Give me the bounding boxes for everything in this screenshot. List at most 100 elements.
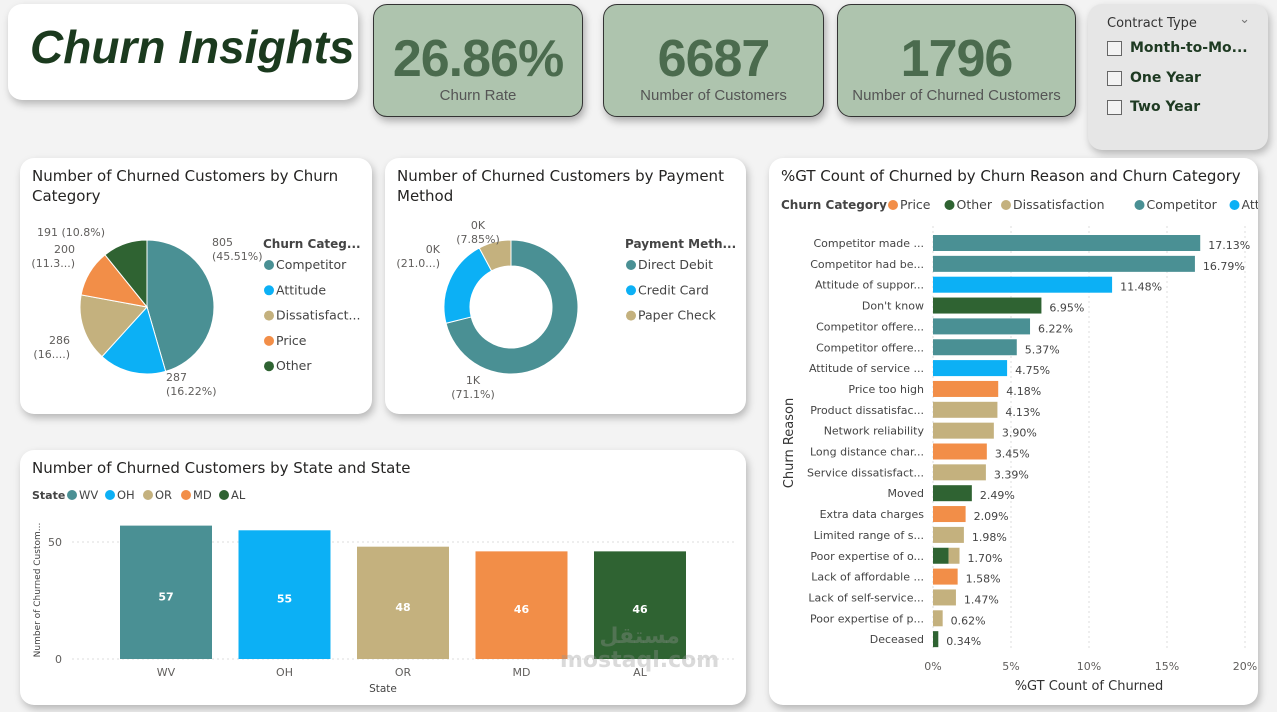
title-card: Churn Insights — [8, 4, 358, 100]
churn-category-pie-card: Number of Churned Customers by Churn Cat… — [20, 158, 372, 414]
bar-segment-attitude — [933, 360, 1008, 377]
bar-segment-attitude — [933, 276, 1113, 293]
y-tick-label: Limited range of s... — [814, 529, 924, 542]
slice-data-label: (16.22%) — [166, 385, 217, 398]
kpi-label: Number of Churned Customers — [852, 87, 1061, 104]
legend-marker-icon — [626, 285, 636, 296]
bar-segment-price — [933, 380, 999, 397]
bar-segment-dissatisfaction — [933, 589, 956, 606]
legend-marker-icon — [888, 200, 898, 210]
slicer-title: Contract Type — [1107, 16, 1197, 31]
bar-segment-competitor — [933, 318, 1031, 335]
y-tick-label: Competitor offere... — [816, 341, 924, 354]
watermark-logo: مستقل mostaql.com — [560, 624, 720, 673]
x-tick-label: 10% — [1077, 660, 1101, 673]
checkbox[interactable] — [1107, 40, 1122, 56]
legend-item: Paper Check — [638, 308, 717, 323]
chart-title: Number of Churned Customers by Payment M… — [397, 167, 724, 205]
pie-slice-paper-check — [478, 239, 512, 272]
bar-data-label: 11.48% — [1120, 281, 1162, 294]
bar-data-label: 6.95% — [1049, 302, 1084, 315]
legend-title: Churn Categ... — [263, 237, 361, 251]
y-tick-label: 50 — [48, 536, 62, 549]
slice-data-label: 805 — [212, 236, 233, 249]
kpi-label: Churn Rate — [439, 87, 517, 104]
bar-segment-price — [933, 506, 966, 523]
kpi-label: Number of Customers — [640, 87, 787, 104]
pie-slice-credit-card — [443, 247, 493, 324]
slice-data-label: (11.3...) — [31, 257, 75, 270]
legend-marker-icon — [1134, 200, 1145, 210]
legend-marker-icon — [143, 490, 153, 500]
legend-item: Attitude — [1242, 197, 1259, 212]
y-tick-label: Deceased — [870, 633, 924, 646]
slice-data-label: 0K — [426, 243, 441, 256]
bar-data-label: 4.18% — [1006, 385, 1041, 398]
bar-segment-price — [933, 568, 958, 585]
legend-item: Price — [900, 197, 931, 212]
bar-data-label: 4.75% — [1015, 364, 1050, 377]
page-title: Churn Insights — [30, 21, 355, 73]
option-label: One Year — [1130, 70, 1201, 86]
pie-slice-direct-debit — [445, 239, 579, 375]
y-tick-label: Attitude of suppor... — [815, 279, 924, 292]
bar-segment-competitor — [933, 235, 1201, 251]
y-tick-label: Product dissatisfac... — [810, 404, 924, 417]
y-tick-label: Lack of self-service... — [808, 591, 924, 604]
slice-data-label: 191 (10.8%) — [37, 226, 105, 239]
y-tick-label: Competitor made ... — [814, 237, 925, 250]
bar-or — [357, 546, 449, 659]
bar-segment-price — [933, 443, 987, 460]
pie-slice-other — [104, 239, 148, 309]
kpi-value: 1796 — [900, 30, 1014, 88]
bar-data-label: 57 — [158, 590, 173, 603]
payment-method-donut-card: Number of Churned Customers by Payment M… — [385, 158, 746, 414]
bar-data-label: 0.34% — [946, 635, 981, 648]
bar-al — [594, 551, 686, 659]
legend-item: WV — [79, 488, 98, 502]
legend-marker-icon — [181, 490, 191, 500]
legend-item: Competitor — [1147, 197, 1218, 212]
bar-data-label: 55 — [277, 593, 292, 606]
chart-title: Number of Churned Customers by Churn Cat… — [32, 167, 339, 205]
checkbox[interactable] — [1107, 70, 1122, 86]
bar-data-label: 1.47% — [964, 593, 999, 606]
bar-data-label: 48 — [395, 601, 410, 614]
slice-data-label: (45.51%) — [212, 250, 263, 263]
legend-marker-icon — [264, 310, 274, 321]
bar-segment-other — [933, 485, 972, 502]
slice-data-label: 286 — [49, 334, 70, 347]
slice-data-label: 0K — [471, 219, 486, 232]
legend-marker-icon — [944, 200, 955, 210]
legend-item: MD — [193, 488, 212, 502]
bar-segment-dissatisfaction — [933, 464, 986, 481]
legend-item: Direct Debit — [638, 257, 713, 272]
bar-data-label: 5.37% — [1025, 343, 1060, 356]
kpi-value: 6687 — [657, 30, 771, 88]
legend-marker-icon — [264, 285, 274, 296]
bar-segment-competitor — [933, 255, 1195, 272]
slicer-option-one-year[interactable]: One Year — [1107, 70, 1201, 86]
checkbox[interactable] — [1107, 99, 1122, 115]
legend-marker-icon — [1001, 200, 1011, 210]
slicer-option-month-to-month[interactable]: Month-to-Mo... — [1107, 40, 1248, 56]
x-axis-title: %GT Count of Churned — [1015, 679, 1164, 694]
x-tick-label: 15% — [1155, 660, 1179, 673]
y-tick-label: Don't know — [862, 300, 924, 313]
legend-marker-icon — [264, 335, 274, 346]
chevron-down-icon[interactable]: ⌄ — [1239, 12, 1250, 27]
legend-marker-icon — [264, 260, 274, 270]
bar-segment-other — [933, 547, 949, 564]
y-tick-label: Extra data charges — [820, 508, 925, 521]
y-tick-label: Poor expertise of o... — [810, 550, 924, 563]
legend-marker-icon — [105, 490, 115, 500]
x-tick-label: WV — [157, 666, 176, 679]
bar-data-label: 3.39% — [994, 468, 1029, 481]
bar-oh — [238, 530, 331, 659]
y-tick-label: Poor expertise of p... — [810, 612, 924, 625]
slicer-option-two-year[interactable]: Two Year — [1107, 99, 1200, 115]
option-label: Month-to-Mo... — [1130, 40, 1248, 56]
legend-item: OR — [155, 488, 172, 502]
contract-type-slicer: Contract Type ⌄ Month-to-Mo... One Year … — [1088, 4, 1268, 150]
bar-data-label: 1.98% — [972, 531, 1007, 544]
